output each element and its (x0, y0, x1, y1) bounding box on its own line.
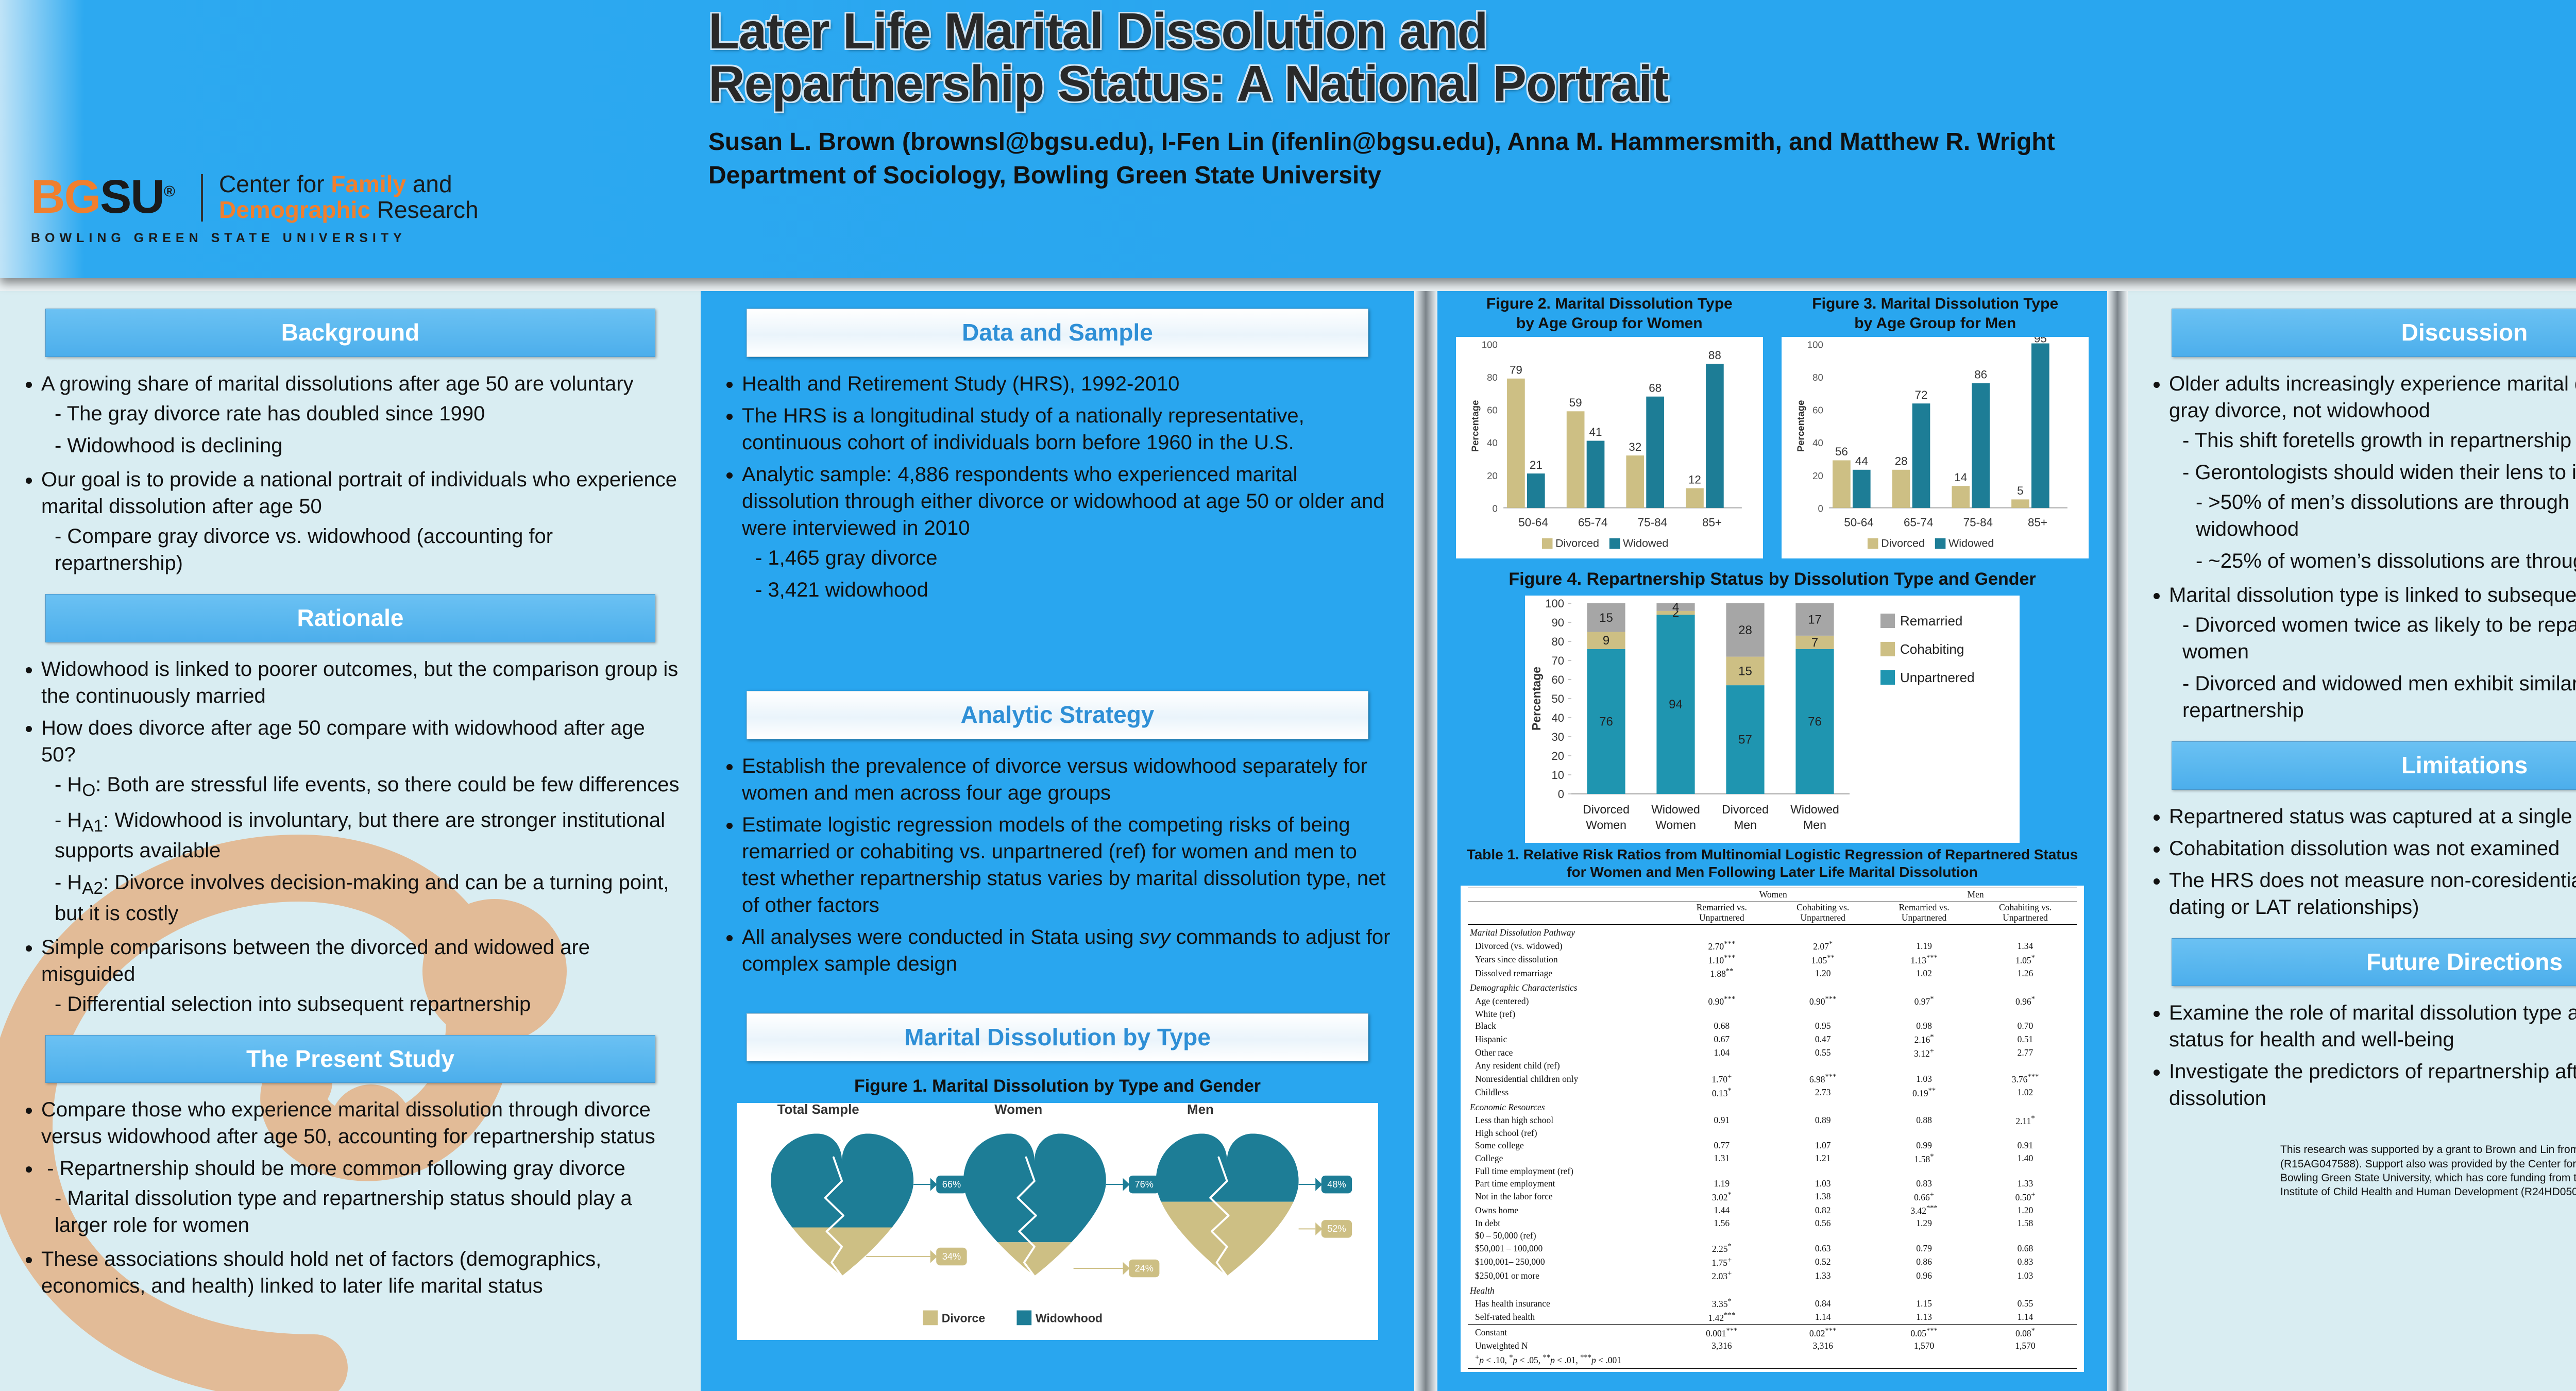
svg-text:28: 28 (1895, 454, 1908, 467)
svg-text:85+: 85+ (2028, 516, 2047, 529)
svg-text:75-84: 75-84 (1963, 516, 1993, 529)
svg-text:28: 28 (1738, 623, 1752, 637)
svg-text:Widowed: Widowed (1651, 803, 1700, 816)
svg-text:9: 9 (1603, 634, 1609, 648)
svg-text:Women: Women (1655, 818, 1696, 832)
svg-text:34%: 34% (942, 1251, 961, 1261)
svg-text:40: 40 (1487, 437, 1498, 448)
svg-text:30: 30 (1552, 731, 1564, 743)
svg-text:70: 70 (1552, 654, 1564, 667)
svg-text:40: 40 (1813, 437, 1824, 448)
svg-text:90: 90 (1552, 616, 1564, 629)
svg-text:60: 60 (1813, 405, 1824, 416)
svg-text:Divorce: Divorce (942, 1311, 985, 1325)
svg-text:14: 14 (1955, 471, 1968, 484)
svg-text:100: 100 (1807, 340, 1823, 350)
svg-text:Cohabiting: Cohabiting (1900, 641, 1964, 657)
svg-text:52%: 52% (1327, 1224, 1346, 1234)
svg-text:7: 7 (1811, 636, 1818, 650)
svg-text:Remarried: Remarried (1900, 613, 1962, 629)
svg-text:Women: Women (1586, 818, 1626, 832)
svg-text:76: 76 (1808, 715, 1822, 729)
svg-text:40: 40 (1552, 711, 1564, 724)
svg-text:Widowed: Widowed (1948, 537, 1994, 550)
svg-text:12: 12 (1688, 473, 1701, 486)
svg-text:Widowed: Widowed (1790, 803, 1839, 816)
svg-text:Divorced: Divorced (1583, 803, 1630, 816)
svg-text:85+: 85+ (1702, 516, 1722, 529)
svg-text:41: 41 (1589, 426, 1602, 438)
svg-text:Men: Men (1803, 818, 1826, 832)
svg-text:95: 95 (2034, 337, 2047, 345)
svg-text:10: 10 (1552, 769, 1564, 782)
svg-text:100: 100 (1482, 340, 1498, 350)
svg-text:50-64: 50-64 (1844, 516, 1874, 529)
svg-text:Divorced: Divorced (1722, 803, 1769, 816)
svg-text:80: 80 (1487, 372, 1498, 383)
svg-text:20: 20 (1813, 470, 1824, 481)
svg-text:66%: 66% (942, 1179, 961, 1189)
svg-text:57: 57 (1738, 733, 1752, 747)
svg-text:0: 0 (1558, 788, 1564, 801)
svg-text:Percentage: Percentage (1795, 400, 1806, 452)
svg-text:Total Sample: Total Sample (777, 1103, 859, 1117)
svg-text:80: 80 (1552, 635, 1564, 648)
svg-text:4: 4 (1672, 601, 1679, 615)
svg-text:56: 56 (1835, 445, 1848, 458)
svg-text:44: 44 (1855, 454, 1868, 467)
svg-text:17: 17 (1808, 613, 1822, 627)
svg-text:86: 86 (1975, 368, 1988, 381)
svg-text:76%: 76% (1134, 1179, 1153, 1189)
svg-text:21: 21 (1530, 459, 1543, 471)
svg-text:0: 0 (1493, 503, 1498, 514)
svg-text:20: 20 (1552, 750, 1564, 762)
svg-text:32: 32 (1629, 440, 1641, 453)
svg-text:Unpartnered: Unpartnered (1900, 670, 1975, 685)
svg-text:Divorced: Divorced (1882, 537, 1925, 550)
svg-text:60: 60 (1487, 405, 1498, 416)
svg-text:80: 80 (1813, 372, 1824, 383)
svg-text:15: 15 (1738, 665, 1752, 678)
svg-text:Men: Men (1187, 1103, 1214, 1117)
svg-text:50: 50 (1552, 692, 1564, 705)
svg-text:75-84: 75-84 (1638, 516, 1667, 529)
svg-text:76: 76 (1599, 715, 1613, 729)
svg-text:50-64: 50-64 (1518, 516, 1548, 529)
svg-text:Women: Women (994, 1103, 1042, 1117)
svg-text:100: 100 (1545, 597, 1564, 610)
svg-text:48%: 48% (1327, 1179, 1346, 1189)
svg-text:Men: Men (1734, 818, 1757, 832)
svg-text:5: 5 (2018, 484, 2024, 497)
svg-text:24%: 24% (1134, 1263, 1153, 1273)
svg-text:Percentage: Percentage (1470, 400, 1481, 452)
svg-text:79: 79 (1510, 363, 1522, 376)
svg-text:15: 15 (1599, 611, 1613, 625)
svg-text:65-74: 65-74 (1578, 516, 1607, 529)
svg-text:59: 59 (1569, 396, 1582, 409)
svg-text:60: 60 (1552, 673, 1564, 686)
svg-text:Divorced: Divorced (1555, 537, 1599, 550)
svg-text:Widowed: Widowed (1623, 537, 1668, 550)
svg-text:94: 94 (1669, 698, 1683, 711)
svg-text:72: 72 (1915, 388, 1928, 401)
svg-text:0: 0 (1818, 503, 1823, 514)
svg-text:65-74: 65-74 (1904, 516, 1933, 529)
svg-text:Widowhood: Widowhood (1036, 1311, 1103, 1325)
svg-text:68: 68 (1649, 381, 1662, 394)
svg-text:Percentage: Percentage (1530, 667, 1543, 731)
svg-text:20: 20 (1487, 470, 1498, 481)
svg-text:88: 88 (1708, 349, 1721, 362)
